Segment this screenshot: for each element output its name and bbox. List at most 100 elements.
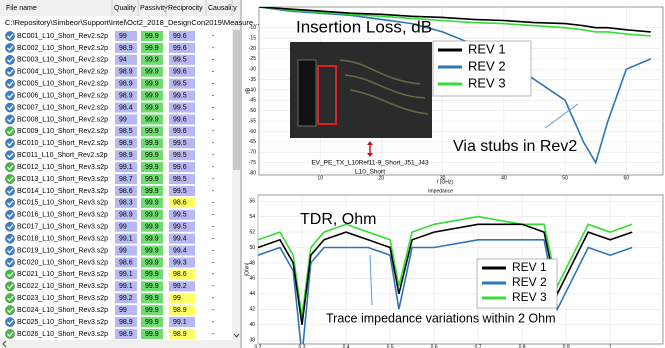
metric-value: 99.5 bbox=[173, 224, 187, 231]
metric-value: 99.6 bbox=[173, 164, 187, 171]
file-name[interactable]: BC011_L10_Short_Rev2.s2p bbox=[17, 152, 108, 159]
metric-value: 99.4 bbox=[173, 247, 187, 254]
file-name[interactable]: BC003_L10_Short_Rev2.s2p bbox=[17, 57, 108, 64]
file-name[interactable]: BC017_L10_Short_Rev3.s2p bbox=[17, 224, 108, 231]
metric-value: 98.4 bbox=[119, 104, 133, 111]
legend-label: REV 2 bbox=[512, 275, 547, 289]
column-header[interactable]: Causality bbox=[208, 5, 237, 12]
file-name[interactable]: BC001_L10_Short_Rev2.s2p bbox=[17, 33, 108, 40]
status-icon bbox=[5, 329, 14, 338]
status-icon bbox=[5, 115, 14, 124]
file-name[interactable]: BC023_L10_Short_Rev3.s2p bbox=[17, 295, 108, 302]
file-name[interactable]: BC024_L10_Short_Rev3.s2p bbox=[17, 307, 108, 314]
metric-value: 99.9 bbox=[145, 116, 159, 123]
metric-value: 99.9 bbox=[145, 200, 159, 207]
image-caption: L10_Short bbox=[355, 169, 385, 176]
metric-value: 99 bbox=[173, 295, 181, 302]
file-name[interactable]: BC019_L10_Short_Rev3.s2p bbox=[17, 247, 108, 254]
metric-value: 99.5 bbox=[173, 212, 187, 219]
metric-value: 98.9 bbox=[119, 81, 133, 88]
metric-value: 99.5 bbox=[173, 57, 187, 64]
metric-value: 99.9 bbox=[145, 331, 159, 338]
y-tick-label: -10 bbox=[249, 25, 256, 31]
h-scrollbar[interactable] bbox=[0, 340, 241, 348]
y-tick-label: -60 bbox=[249, 129, 256, 135]
y-tick-label: -80 bbox=[249, 170, 256, 176]
y-axis-label: dB bbox=[245, 87, 251, 94]
metric-value: 99 bbox=[119, 247, 127, 254]
metric-value: 98.9 bbox=[119, 45, 133, 52]
y-tick-label: -65 bbox=[249, 139, 256, 145]
metric-value: 99.1 bbox=[119, 235, 133, 242]
file-name[interactable]: BC026_L10_Short_Rev3.s2p bbox=[17, 331, 108, 338]
chart-annotation: Insertion Loss, dB bbox=[296, 17, 432, 36]
file-name[interactable]: BC005_L10_Short_Rev2.s2p bbox=[17, 81, 108, 88]
file-name[interactable]: BC004_L10_Short_Rev2.s2p bbox=[17, 69, 108, 76]
column-header[interactable]: File name bbox=[6, 5, 37, 12]
file-name[interactable]: BC012_L10_Short_Rev3.s2p bbox=[17, 164, 108, 171]
file-name[interactable]: BC014_L10_Short_Rev3.s2p bbox=[17, 188, 108, 195]
metric-value: 99.9 bbox=[145, 164, 159, 171]
screenshot: File name Quality PassivityReciprocity Caus… bbox=[0, 0, 665, 348]
file-name[interactable]: BC013_L10_Short_Rev3.s2p bbox=[17, 176, 108, 183]
status-icon bbox=[5, 258, 14, 267]
column-header[interactable]: Quality bbox=[114, 5, 136, 12]
metric-value: 99.5 bbox=[173, 176, 187, 183]
metric-value: 99.2 bbox=[173, 283, 187, 290]
metric-value: 99.6 bbox=[173, 128, 187, 135]
column-header[interactable]: Reciprocity bbox=[168, 5, 203, 12]
metric-value: 99.9 bbox=[145, 140, 159, 147]
file-name[interactable]: BC008_L10_Short_Rev2.s2p bbox=[17, 116, 108, 123]
metric-value: 99.4 bbox=[173, 235, 187, 242]
chart: 384042444648505254560.20.30.40.50.60.70.… bbox=[244, 188, 663, 348]
y-tick-label: 56 bbox=[249, 199, 255, 205]
x-tick-label: 50 bbox=[562, 175, 568, 181]
file-name[interactable]: BC021_L10_Short_Rev3.s2p bbox=[17, 271, 108, 278]
metric-value: 99.5 bbox=[173, 92, 187, 99]
metric-value: 98.5 bbox=[119, 128, 133, 135]
file-name[interactable]: BC007_L10_Short_Rev2.s2p bbox=[17, 104, 108, 111]
y-tick-label: 42 bbox=[249, 307, 255, 313]
file-name[interactable]: BC016_L10_Short_Rev3.s2p bbox=[17, 212, 108, 219]
chart: -10-15-20-25-30-35-40-45-50-55-60-65-70-… bbox=[245, 7, 663, 185]
file-name[interactable]: BC010_L10_Short_Rev2.s2p bbox=[17, 140, 108, 147]
x-tick-label: 0.3 bbox=[299, 344, 306, 348]
metric-value: 99.5 bbox=[173, 188, 187, 195]
status-icon bbox=[5, 151, 14, 160]
metric-value: 99.9 bbox=[145, 319, 159, 326]
chart-note: Via stubs in Rev2 bbox=[453, 138, 577, 155]
status-icon bbox=[5, 210, 14, 219]
status-icon bbox=[5, 79, 14, 88]
metric-value: 99.9 bbox=[145, 81, 159, 88]
x-tick-label: 0.4 bbox=[343, 344, 350, 348]
y-tick-label: -55 bbox=[249, 118, 256, 124]
metric-value: 98.9 bbox=[119, 92, 133, 99]
file-name[interactable]: BC022_L10_Short_Rev3.s2p bbox=[17, 283, 108, 290]
metric-value: 98.7 bbox=[119, 176, 133, 183]
file-name[interactable]: BC020_L10_Short_Rev3.s2p bbox=[17, 259, 108, 266]
y-tick-label: -75 bbox=[249, 160, 256, 166]
file-name[interactable]: BC002_L10_Short_Rev2.s2p bbox=[17, 45, 108, 52]
metric-value: 98.9 bbox=[173, 331, 187, 338]
metric-value: 99 bbox=[119, 307, 127, 314]
status-icon bbox=[5, 222, 14, 231]
scroll-thumb[interactable] bbox=[233, 30, 240, 170]
file-name[interactable]: BC009_L10_Short_Rev2.s2p bbox=[17, 128, 108, 135]
column-header[interactable]: Passivity bbox=[140, 5, 168, 12]
metric-value: 99.9 bbox=[145, 212, 159, 219]
file-name[interactable]: BC025_L10_Short_Rev3.s2p bbox=[17, 319, 108, 326]
file-name[interactable]: BC006_L10_Short_Rev2.s2p bbox=[17, 92, 108, 99]
status-icon bbox=[5, 270, 14, 279]
legend-label: REV 3 bbox=[468, 75, 506, 90]
file-name[interactable]: BC015_L10_Short_Rev3.s2p bbox=[17, 200, 108, 207]
metric-value: 99.9 bbox=[145, 57, 159, 64]
metric-value: 99.5 bbox=[173, 140, 187, 147]
file-name[interactable]: BC018_L10_Short_Rev3.s2p bbox=[17, 235, 108, 242]
status-icon bbox=[5, 103, 14, 112]
y-tick-label: -70 bbox=[249, 150, 256, 156]
y-tick-label: -20 bbox=[249, 46, 256, 52]
status-icon bbox=[5, 67, 14, 76]
y-tick-label: 40 bbox=[249, 322, 255, 328]
status-icon bbox=[5, 246, 14, 255]
status-icon bbox=[5, 174, 14, 183]
